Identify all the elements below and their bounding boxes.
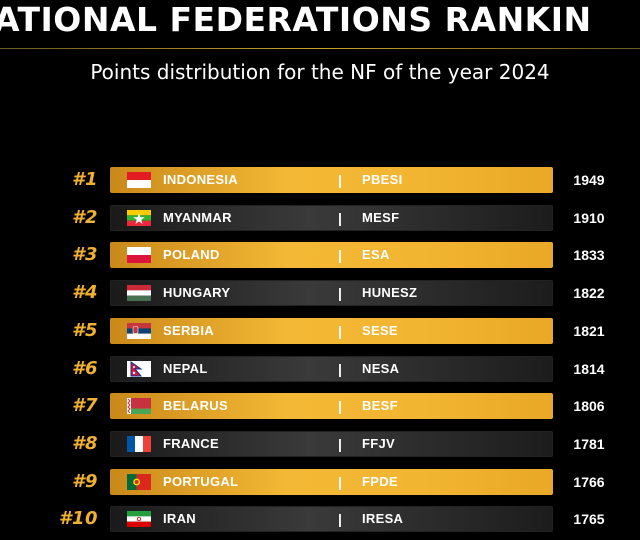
poland-flag-icon [127,247,151,264]
points-value: 1821 [573,322,605,339]
separator: | [338,209,342,226]
ranking-bar: IRAN | IRESA [110,506,553,533]
ranking-row: #5 SERBIA | SESE 1821 [0,317,640,344]
indonesia-flag-icon [127,172,151,188]
ranking-bar: FRANCE | FFJV [110,430,553,457]
country-name: POLAND [163,247,220,263]
hungary-flag-icon [127,285,151,302]
points-value: 1814 [573,360,605,377]
rank-label: #1 [71,169,98,190]
rank-label: #2 [71,206,98,228]
country-name: FRANCE [163,435,219,451]
ranking-row: #6 NEPAL | NESA 1814 [0,355,640,382]
ranking-row: #1 INDONESIA | PBESI 1949 [0,167,640,193]
points-value: 1833 [573,247,605,264]
serbia-flag-icon [127,322,151,339]
federation-name: NESA [362,360,400,376]
ranking-row: #9 PORTUGAL | FPDE 1766 [0,468,640,495]
nepal-flag-icon [127,360,151,377]
france-flag-icon [127,435,151,452]
ranking-bar: NEPAL | NESA [110,355,553,382]
ranking-bar: PORTUGAL | FPDE [110,468,553,495]
myanmar-flag-icon [127,209,151,226]
country-name: MYANMAR [163,209,232,225]
federation-name: SESE [362,322,398,338]
ranking-row: #8 FRANCE | FFJV 1781 [0,430,640,457]
separator: | [338,511,342,528]
separator: | [338,322,342,339]
points-value: 1781 [573,435,605,452]
rank-label: #7 [71,395,98,417]
country-name: NEPAL [163,360,208,376]
points-value: 1910 [573,209,605,226]
federation-name: FFJV [362,435,395,451]
country-name: HUNGARY [163,285,231,301]
ranking-row: #10 IRAN | IRESA 1765 [0,506,640,533]
federation-name: FPDE [362,473,398,489]
separator: | [338,473,342,490]
rank-label: #9 [71,470,98,492]
rank-label: #5 [71,319,98,341]
country-name: BELARUS [163,398,228,414]
ranking-row: #3 POLAND | ESA 1833 [0,242,640,269]
title-divider [0,48,640,49]
separator: | [338,172,342,188]
ranking-bar: MYANMAR | MESF [110,204,553,231]
ranking-row: #7 BELARUS | BESF 1806 [0,393,640,420]
federation-name: HUNESZ [362,285,418,301]
ranking-bar: BELARUS | BESF [110,393,553,420]
ranking-row: #4 HUNGARY | HUNESZ 1822 [0,280,640,307]
ranking-bar: INDONESIA | PBESI [110,167,553,193]
iran-flag-icon [127,511,151,528]
rank-label: #6 [71,357,98,379]
ranking-bar: POLAND | ESA [110,242,553,269]
page-subtitle: Points distribution for the NF of the ye… [90,60,550,84]
country-name: SERBIA [163,322,214,338]
rank-label: #3 [71,244,98,266]
ranking-bar: HUNGARY | HUNESZ [110,280,553,307]
points-value: 1822 [573,285,605,302]
points-value: 1766 [573,473,605,490]
points-value: 1949 [573,172,605,188]
country-name: IRAN [163,511,196,527]
page-title: ATIONAL FEDERATIONS RANKIN [0,0,592,39]
separator: | [338,247,342,264]
rank-label: #8 [71,432,98,454]
country-name: INDONESIA [163,172,238,187]
rank-label: #10 [58,508,98,530]
points-value: 1765 [573,511,605,528]
separator: | [338,360,342,377]
separator: | [338,435,342,452]
ranking-row: #2 MYANMAR | MESF 1910 [0,204,640,231]
rank-label: #4 [71,282,98,304]
belarus-flag-icon [127,398,151,415]
federation-name: MESF [362,209,400,225]
federation-name: PBESI [362,172,403,187]
federation-name: IRESA [362,511,404,527]
portugal-flag-icon [127,473,151,490]
points-value: 1806 [573,398,605,415]
country-name: PORTUGAL [163,473,239,489]
federation-name: ESA [362,247,390,263]
separator: | [338,285,342,302]
ranking-bar: SERBIA | SESE [110,317,553,344]
separator: | [338,398,342,415]
federation-name: BESF [362,398,398,414]
